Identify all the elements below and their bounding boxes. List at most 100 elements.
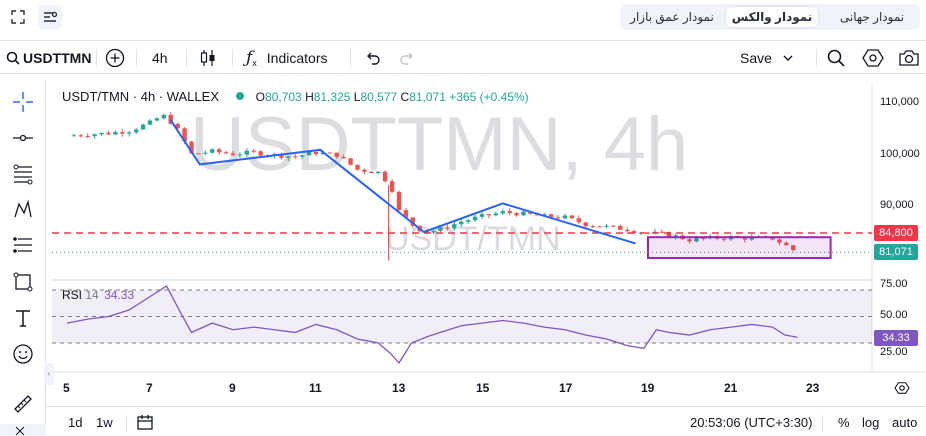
chart-grid <box>52 82 926 373</box>
goto-date-button[interactable] <box>136 413 154 436</box>
chart-source-tabs: نمودار جهانی نمودار والکس نمودار عمق باز… <box>620 4 920 30</box>
fib-tool[interactable] <box>9 160 37 188</box>
candle-body <box>673 235 678 237</box>
candle-body <box>92 134 97 137</box>
candle-body <box>244 150 250 155</box>
candle-body <box>106 132 111 135</box>
legend-title[interactable]: USDT/TMN · 4h · WALLEX <box>62 89 219 104</box>
candle-body <box>486 214 492 216</box>
range-1d-button[interactable]: 1d <box>68 415 83 430</box>
candle-body <box>196 153 201 155</box>
search-icon <box>6 51 20 65</box>
clock-timezone[interactable]: 20:53:06 (UTC+3:30) <box>690 415 813 430</box>
time-tick: 21 <box>724 381 738 395</box>
time-tick: 23 <box>806 381 820 395</box>
log-scale-toggle[interactable]: log <box>862 415 880 430</box>
zoom-icon-strip[interactable] <box>0 424 46 436</box>
candle-body <box>299 155 305 157</box>
candle-body <box>313 151 319 155</box>
undo-button[interactable] <box>364 46 382 70</box>
candle-body <box>127 132 132 134</box>
shape-tool[interactable] <box>9 268 37 296</box>
candle-body <box>548 214 554 218</box>
percent-scale-toggle[interactable]: % <box>838 415 850 430</box>
tab-global-chart[interactable]: نمودار جهانی <box>839 10 905 24</box>
save-layout-button[interactable]: Save <box>740 46 794 70</box>
candle-body <box>382 171 388 182</box>
time-tick: 17 <box>559 381 573 395</box>
legend-low: 80,577 <box>360 90 398 104</box>
candle-body <box>147 120 153 125</box>
chart-type-button[interactable] <box>198 46 218 70</box>
range-1w-button[interactable]: 1w <box>96 415 113 430</box>
candle-body <box>154 118 160 121</box>
axis-settings-icon[interactable] <box>894 380 910 401</box>
tab-depth-chart[interactable]: نمودار عمق بازار <box>630 10 714 24</box>
rsi-line <box>66 285 798 364</box>
settings-button[interactable] <box>862 46 884 70</box>
candle-body <box>687 239 692 242</box>
watermark-big: USDTTMN, 4h <box>190 102 688 187</box>
candle-body <box>279 153 284 158</box>
crosshair-tool[interactable] <box>9 88 37 116</box>
time-tick: 13 <box>392 381 406 395</box>
auto-scale-toggle[interactable]: auto <box>892 415 918 430</box>
fullscreen-icon[interactable] <box>6 5 30 29</box>
candle-body <box>140 124 146 130</box>
rsi-pane <box>52 285 872 364</box>
candle-body <box>590 226 595 228</box>
redo-button[interactable] <box>398 46 416 70</box>
interval-button[interactable]: 4h <box>152 50 168 66</box>
candle-body <box>306 151 312 156</box>
time-tick: 5 <box>63 381 70 395</box>
quick-search-button[interactable] <box>826 46 846 70</box>
candle-body <box>71 135 77 137</box>
pattern-tool[interactable] <box>9 196 37 224</box>
candle-body <box>659 231 665 233</box>
candle-body <box>493 213 499 216</box>
candle-body <box>597 226 602 228</box>
prediction-tool[interactable] <box>9 232 37 260</box>
candle-body <box>583 222 588 227</box>
candle-body <box>791 245 796 251</box>
emoji-tool[interactable] <box>9 340 37 368</box>
toolbar-collapse-icon[interactable]: ‹ <box>44 363 54 385</box>
bottom-divider <box>126 415 127 431</box>
time-tick: 9 <box>229 381 236 395</box>
rectangle-icon <box>13 272 33 292</box>
candle-body <box>611 225 616 227</box>
time-tick: 15 <box>476 381 490 395</box>
measure-tool[interactable] <box>9 390 37 418</box>
compare-symbol-button[interactable] <box>104 46 126 70</box>
snapshot-button[interactable] <box>898 46 920 70</box>
candle-body <box>694 237 699 242</box>
rsi-legend: RSI 14 34.33 <box>62 288 134 302</box>
symbol-search-button[interactable]: USDTTMN <box>6 46 91 70</box>
candle-body <box>230 153 236 156</box>
candle-body <box>500 211 505 214</box>
candle-body <box>542 214 547 216</box>
layout-settings-icon[interactable] <box>38 5 62 29</box>
bottom-toolbar: 1d 1w 20:53:06 (UTC+3:30) % log auto <box>46 406 926 436</box>
candle-body <box>576 218 582 223</box>
forecast-icon <box>13 237 32 253</box>
function-icon: ƒ <box>246 48 253 68</box>
candle-body <box>168 114 173 124</box>
candle-body <box>113 132 118 135</box>
candle-body <box>604 225 609 227</box>
candle-body <box>721 238 727 240</box>
candle-body <box>459 221 464 225</box>
candle-body <box>78 135 84 137</box>
candle-body <box>438 227 443 231</box>
trend-line-tool[interactable] <box>9 124 37 152</box>
tab-wallex-chart[interactable]: نمودار والکس <box>726 7 818 27</box>
text-tool[interactable] <box>9 304 37 332</box>
ruler-icon <box>14 395 32 413</box>
toolbar-divider <box>232 49 233 67</box>
candle-body <box>334 152 339 157</box>
save-label: Save <box>740 50 772 66</box>
rsi-name[interactable]: RSI <box>62 288 83 302</box>
